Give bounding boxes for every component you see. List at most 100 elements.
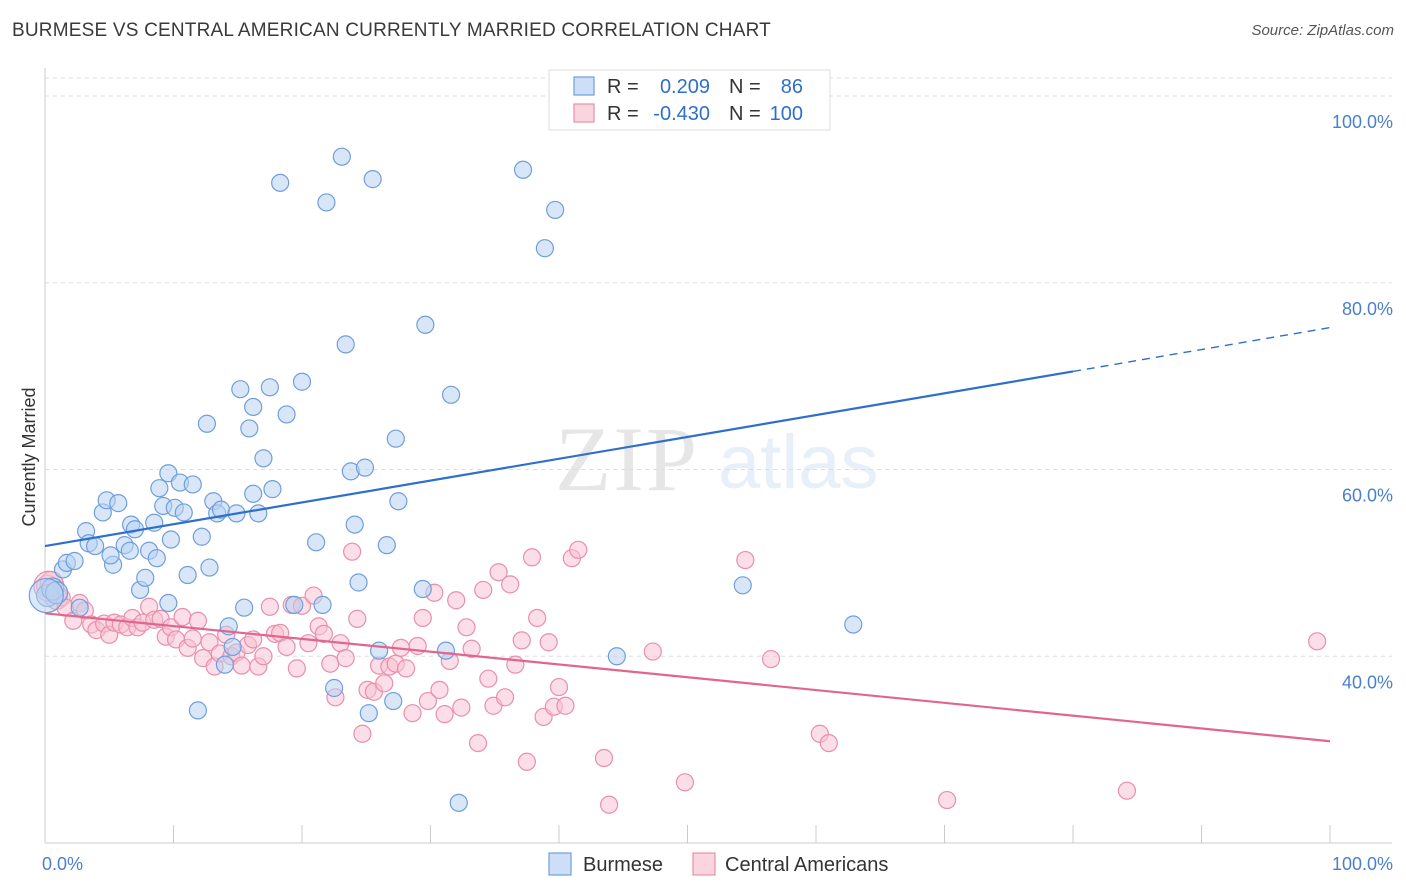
central-american-point <box>501 575 520 594</box>
y-tick-label: 60.0% <box>1342 486 1393 506</box>
burmese-point <box>136 568 155 587</box>
central-american-point <box>375 674 394 693</box>
central-american-point <box>462 639 481 658</box>
burmese-point <box>313 595 332 614</box>
central-american-point <box>418 691 438 711</box>
burmese-point <box>271 173 290 192</box>
central-american-point <box>556 696 575 715</box>
burmese-point <box>513 160 533 179</box>
burmese-point <box>28 577 64 614</box>
trend-lines <box>44 326 1331 743</box>
burmese-point <box>244 484 263 503</box>
y-tick-label: 100.0% <box>1332 112 1393 132</box>
stats-legend-box <box>548 69 831 131</box>
chart-source: Source: ZipAtlas.com <box>1251 22 1394 39</box>
watermark-zip: ZIP <box>555 408 699 510</box>
burmese-point <box>178 565 197 585</box>
burmese-point <box>197 414 217 433</box>
burmese-point <box>161 530 181 549</box>
burmese-point <box>147 549 166 568</box>
central-american-point <box>343 542 362 561</box>
burmese-point <box>263 480 282 499</box>
central-american-point <box>260 597 279 616</box>
central-american-point <box>353 724 372 743</box>
burmese-point <box>174 503 193 522</box>
central-american-point <box>254 647 273 666</box>
central-american-point <box>643 642 662 661</box>
central-american-point <box>314 624 333 643</box>
legend-swatch-burmese <box>548 852 572 876</box>
burmese-point <box>240 419 259 438</box>
burmese-point <box>249 504 268 523</box>
y-axis-title: Currently Married <box>19 387 39 526</box>
legend-label-burmese: Burmese <box>583 854 663 876</box>
burmese-point <box>416 315 435 334</box>
central-american-point <box>489 563 508 582</box>
central-american-point <box>761 649 781 669</box>
central-american-point <box>277 637 296 657</box>
central-american-point <box>430 680 449 699</box>
burmese-point <box>231 380 250 399</box>
central-american-point <box>452 698 471 717</box>
stats-n-label: N = <box>729 76 761 98</box>
burmese-point <box>285 595 304 614</box>
central-american-point <box>188 611 208 630</box>
central-american-point <box>512 631 531 650</box>
burmese-point <box>355 458 375 477</box>
burmese-point <box>277 405 296 424</box>
central-american-point <box>468 733 488 753</box>
central-american-point <box>336 649 355 668</box>
burmese-point <box>65 551 84 571</box>
burmese-point <box>436 641 456 660</box>
bottom-legend: Burmese Central Americans <box>548 852 888 876</box>
central-american-point <box>549 677 569 697</box>
burmese-point <box>101 546 120 565</box>
central-american-point <box>200 633 219 652</box>
stats-n-label: N = <box>729 103 761 125</box>
central-american-point <box>937 790 957 810</box>
burmese-point <box>607 647 626 666</box>
central-american-point <box>495 688 515 707</box>
stats-n-value: 100 <box>770 103 803 125</box>
burmese-point <box>200 558 219 577</box>
burmese-point <box>384 691 403 711</box>
legend-label-central-americans: Central Americans <box>725 854 888 876</box>
burmese-point <box>244 397 263 417</box>
watermark-atlas: atlas <box>718 420 879 505</box>
stats-r-label: R = <box>607 103 639 125</box>
burmese-point <box>441 385 461 404</box>
gridlines <box>45 77 1392 657</box>
central-american-point <box>517 752 536 771</box>
central-american-point <box>474 580 493 600</box>
burmese-point <box>70 598 89 617</box>
central-american-point <box>1308 632 1327 651</box>
central-american-point <box>522 548 542 567</box>
central-american-point <box>396 659 416 678</box>
burmese-point <box>317 193 336 212</box>
burmese-point <box>449 793 468 812</box>
burmese-point <box>86 536 105 556</box>
chart-title: BURMESE VS CENTRAL AMERICAN CURRENTLY MA… <box>12 20 771 41</box>
burmese-point <box>345 515 364 534</box>
legend-swatch-central-americans <box>692 852 716 876</box>
burmese-point <box>377 536 396 555</box>
central-american-point <box>232 656 251 675</box>
central-american-point <box>287 659 306 678</box>
x-tick-label: 100.0% <box>1332 854 1393 874</box>
y-tick-label: 40.0% <box>1342 672 1393 692</box>
burmese-point <box>359 704 378 723</box>
burmese-point <box>363 170 382 189</box>
central-american-point <box>528 608 547 628</box>
central-american-point <box>403 704 422 723</box>
stats-legend-swatch-central <box>573 103 595 123</box>
burmese-point <box>235 598 254 617</box>
central-american-point <box>736 550 755 570</box>
central-american-point <box>594 748 614 768</box>
stats-r-value: 0.209 <box>660 76 710 98</box>
burmese-point <box>349 573 368 592</box>
central-american-point <box>321 654 340 673</box>
watermark: ZIP atlas <box>555 408 879 510</box>
burmese-point <box>260 378 279 397</box>
x-tick-label: 0.0% <box>42 854 83 874</box>
